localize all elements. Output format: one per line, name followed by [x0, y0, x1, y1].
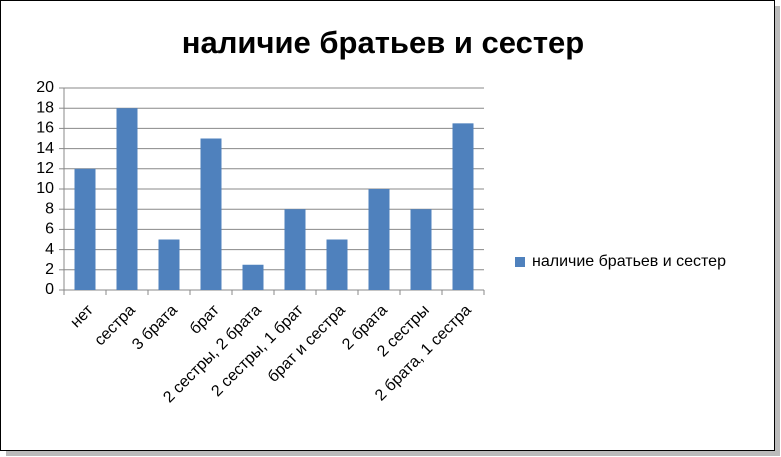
bar: [410, 209, 432, 290]
bar: [200, 138, 222, 290]
y-tick-label: 16: [36, 120, 54, 137]
y-tick-label: 10: [36, 180, 54, 197]
legend-label: наличие братьев и сестер: [532, 253, 726, 270]
y-tick-label: 0: [45, 281, 54, 298]
y-tick-label: 20: [36, 79, 54, 96]
y-tick-label: 18: [36, 99, 54, 116]
y-tick-label: 14: [36, 140, 54, 157]
chart-title: наличие братьев и сестер: [182, 25, 584, 60]
y-tick-label: 4: [45, 241, 54, 258]
y-tick-label: 12: [36, 160, 54, 177]
legend-swatch: [515, 257, 525, 267]
bar: [74, 168, 96, 290]
bar: [158, 239, 180, 290]
bar: [116, 108, 138, 290]
bar: [368, 189, 390, 290]
bar: [326, 239, 348, 290]
y-tick-label: 6: [45, 221, 54, 238]
bar: [242, 264, 264, 290]
y-tick-label: 8: [45, 200, 54, 217]
bar: [284, 209, 306, 290]
bar: [452, 123, 474, 290]
y-tick-label: 2: [45, 261, 54, 278]
